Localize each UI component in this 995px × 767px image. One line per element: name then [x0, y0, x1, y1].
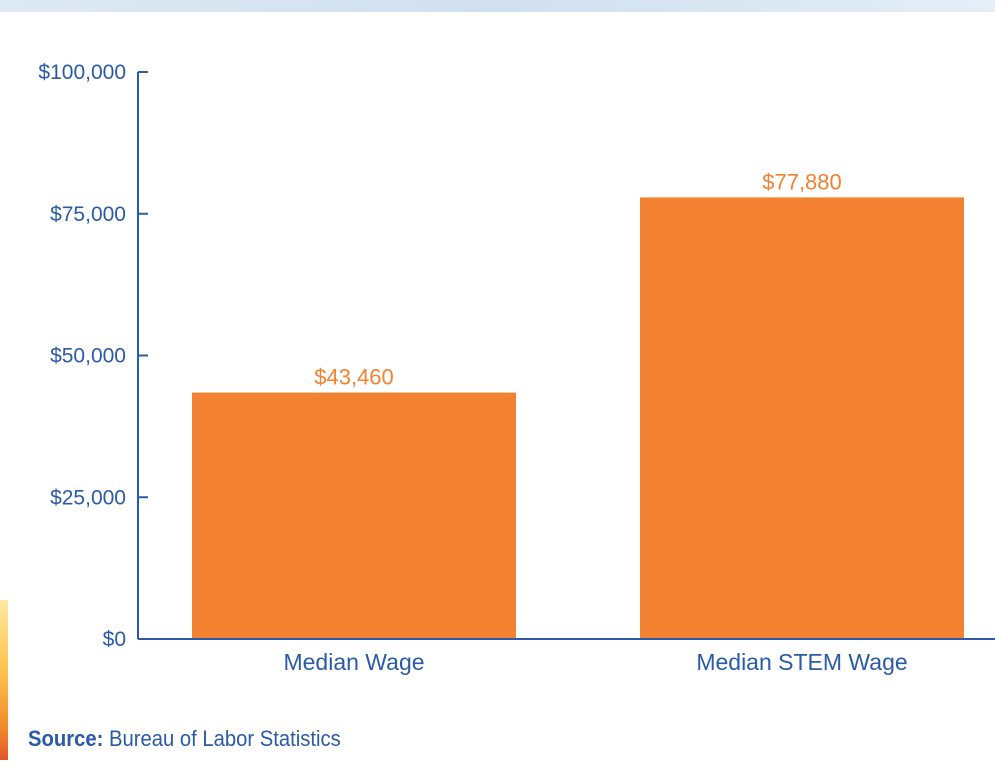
left-decorative-accent: [0, 600, 8, 760]
x-axis: Median Wage Median STEM Wage: [138, 638, 995, 675]
data-labels: $43,460 $77,880: [314, 169, 842, 389]
bar-value-label: $43,460: [314, 365, 394, 390]
top-decorative-band: [0, 0, 995, 12]
bar: [192, 392, 516, 639]
source-note: Source: Bureau of Labor Statistics: [28, 726, 341, 752]
y-tick-label: $75,000: [50, 203, 126, 226]
bar-value-label: $77,880: [762, 169, 842, 194]
source-text: Bureau of Labor Statistics: [109, 726, 341, 751]
source-label: Source:: [28, 726, 104, 751]
y-axis: $0 $25,000 $50,000 $75,000 $100,000: [38, 61, 148, 651]
bar: [640, 197, 964, 639]
x-category-label: Median STEM Wage: [696, 649, 907, 675]
y-tick-label: $50,000: [50, 345, 126, 368]
y-tick-label: $25,000: [50, 486, 126, 509]
y-tick-label: $100,000: [38, 61, 126, 84]
y-tick-label: $0: [103, 628, 126, 651]
x-category-label: Median Wage: [283, 649, 424, 675]
bars: [192, 197, 964, 639]
